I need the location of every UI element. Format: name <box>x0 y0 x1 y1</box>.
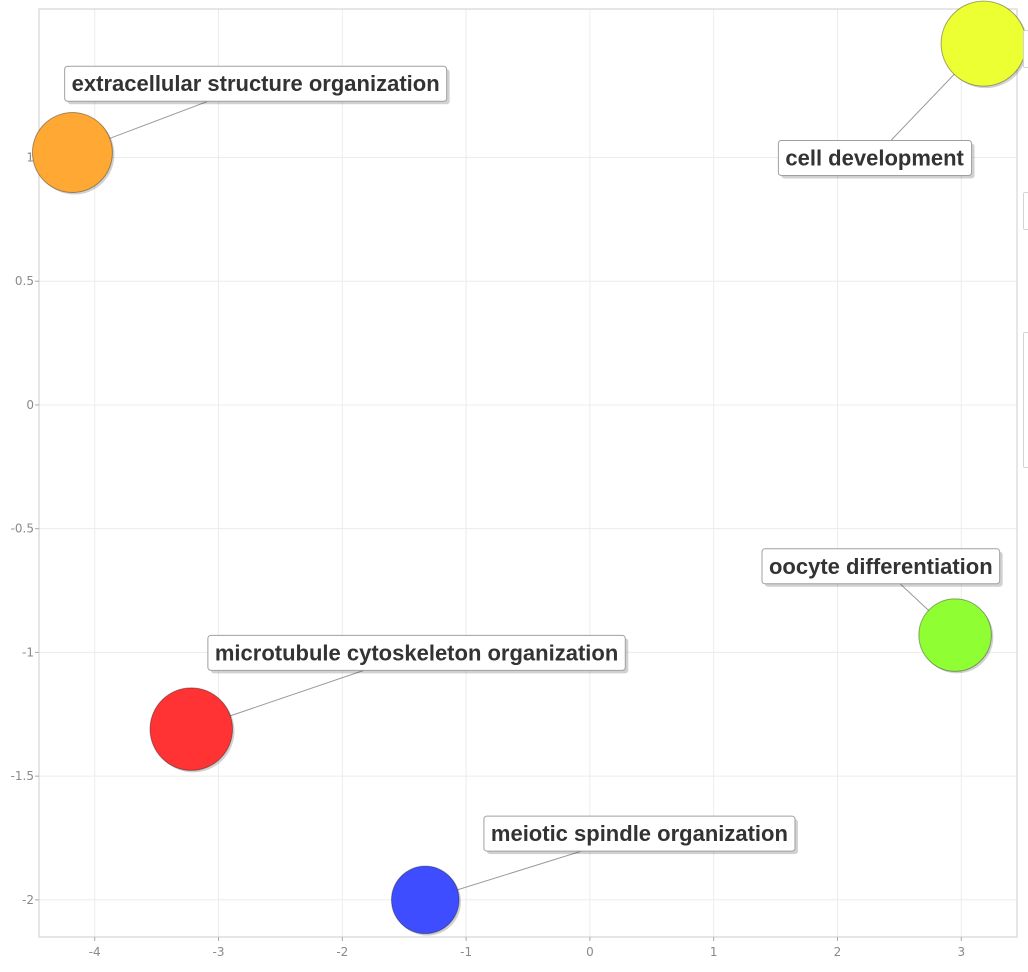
x-tick-label: 0 <box>586 945 594 959</box>
x-tick-label: 2 <box>834 945 842 959</box>
label-box <box>483 815 796 852</box>
y-tick-label: 0 <box>26 398 34 412</box>
label-text: extracellular structure organization <box>72 71 440 96</box>
bubble-label: extracellular structure organization <box>64 65 450 105</box>
y-tick-label: -0.5 <box>11 522 34 536</box>
x-tick-label: 1 <box>710 945 718 959</box>
y-tick-label: -1.5 <box>11 769 34 783</box>
y-tick-label: -1 <box>22 645 34 659</box>
bubble <box>31 112 113 194</box>
x-tick-label: -3 <box>213 945 225 959</box>
bubble-label: microtubule cytoskeleton organization <box>207 634 629 674</box>
bubble-label: meiotic spindle organization <box>483 815 798 855</box>
label-box <box>207 634 626 671</box>
legend-edge-top <box>1023 30 1028 68</box>
label-box <box>64 65 448 102</box>
legend-edge-bottom <box>1023 332 1028 468</box>
x-tick-label: -2 <box>336 945 348 959</box>
label-text: microtubule cytoskeleton organization <box>215 640 618 665</box>
plot-frame <box>38 8 1018 938</box>
label-text: meiotic spindle organization <box>491 821 788 846</box>
bubble <box>149 687 234 771</box>
bubbles <box>31 0 1028 936</box>
bubble <box>918 598 992 672</box>
y-tick-label: -2 <box>22 893 34 907</box>
label-box <box>777 139 973 176</box>
axis-ticks: -4 -3 -2 -1 0 1 2 3 1 0.5 0 -0.5 -1 -1.5 -2 <box>11 150 966 959</box>
legend-edge-middle <box>1023 192 1028 230</box>
bubble-label: cell development <box>777 139 975 179</box>
y-tick-label: 0.5 <box>15 274 34 288</box>
x-tick-label: -4 <box>89 945 101 959</box>
x-tick-label: 3 <box>957 945 965 959</box>
x-tick-label: -1 <box>460 945 472 959</box>
label-text: oocyte differentiation <box>769 554 993 579</box>
bubble <box>390 865 460 935</box>
bubble-label: oocyte differentiation <box>761 548 1003 587</box>
y-tick-label: 1 <box>26 150 34 164</box>
label-text: cell development <box>785 145 964 170</box>
bubble <box>940 0 1027 87</box>
label-box <box>761 548 1001 585</box>
bubble-labels: extracellular structure organization cell… <box>64 65 1003 855</box>
